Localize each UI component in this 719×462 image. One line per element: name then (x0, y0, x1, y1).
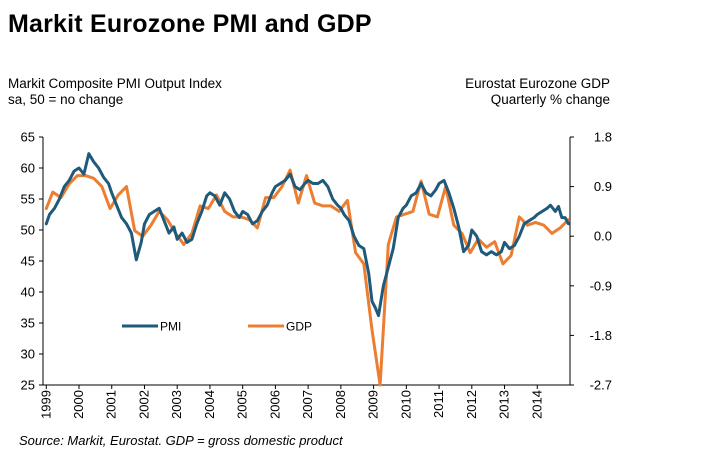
x-axis-tick-label: 2005 (235, 390, 250, 419)
x-axis-tick-label: 2003 (169, 390, 184, 419)
x-axis-tick-label: 2012 (464, 390, 479, 419)
x-axis-tick-label: 2000 (71, 390, 86, 419)
x-axis-tick-label: 2010 (398, 390, 413, 419)
legend: PMI GDP (122, 320, 312, 334)
left-axis-title-line-2: sa, 50 = no change (8, 92, 124, 107)
chart-axes: 25 30 35 40 45 50 55 60 65 1.8 0.9 0.0 -0.9 -1.8 -2.7 1… (21, 130, 612, 419)
right-axis-tick-label: 1.8 (594, 130, 612, 145)
left-axis-tick-label: 45 (21, 254, 35, 269)
x-axis-tick-label: 2013 (497, 390, 512, 419)
left-axis-tick-label: 40 (21, 285, 35, 300)
x-axis-tick-label: 2002 (136, 390, 151, 419)
right-axis-title-line-2: Quarterly % change (490, 92, 610, 107)
source-note: Source: Markit, Eurostat. GDP = gross do… (19, 433, 343, 448)
series-layer (44, 152, 570, 387)
left-axis-tick-label: 65 (21, 130, 35, 145)
right-axis-title-line-1: Eurostat Eurozone GDP (465, 76, 610, 91)
chart-title: Markit Eurozone PMI and GDP (8, 10, 372, 38)
series-line-pmi (44, 152, 570, 318)
right-axis-title: Eurostat Eurozone GDP Quarterly % change (465, 76, 610, 108)
x-axis-tick-label: 2006 (267, 390, 282, 419)
x-axis-tick-label: 2004 (202, 390, 217, 419)
x-axis-tick-label: 2007 (300, 390, 315, 419)
left-axis-tick-label: 60 (21, 161, 35, 176)
x-axis-tick-label: 2008 (333, 390, 348, 419)
left-axis-title-line-1: Markit Composite PMI Output Index (8, 76, 222, 91)
right-axis-tick-label: 0.9 (594, 179, 612, 194)
x-axis-tick-label: 1999 (38, 390, 53, 419)
left-axis-tick-label: 55 (21, 192, 35, 207)
legend-label-pmi: PMI (160, 320, 181, 334)
left-axis-title: Markit Composite PMI Output Index sa, 50… (8, 76, 222, 108)
right-axis-tick-label: -1.8 (590, 328, 612, 343)
series-line-gdp (44, 168, 570, 387)
left-axis-tick-label: 25 (21, 378, 35, 393)
left-axis-tick-label: 50 (21, 223, 35, 238)
right-axis-tick-label: -2.7 (590, 378, 612, 393)
x-axis-tick-label: 2014 (529, 390, 544, 419)
x-axis-tick-label: 2001 (104, 390, 119, 419)
legend-label-gdp: GDP (286, 320, 312, 334)
right-axis-tick-label: -0.9 (590, 278, 612, 293)
x-axis-tick-label: 2011 (431, 390, 446, 418)
left-axis-tick-label: 30 (21, 347, 35, 362)
x-axis-tick-label: 2009 (366, 390, 381, 419)
left-axis-tick-label: 35 (21, 316, 35, 331)
right-axis-tick-label: 0.0 (594, 229, 612, 244)
